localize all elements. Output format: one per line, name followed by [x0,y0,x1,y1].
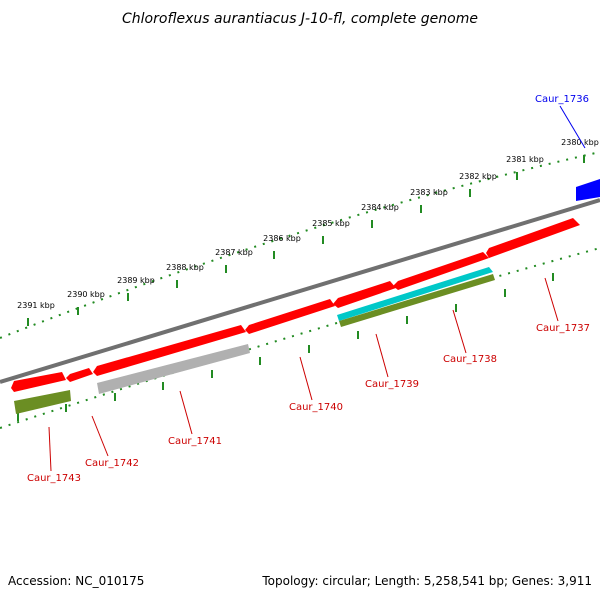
callout-line [48,426,52,472]
gene-label-caur-1741[interactable]: Caur_1741 [168,436,222,447]
gene-label-group: Caur_1736 Caur_1737 Caur_1738 Caur_1739 Caur… [27,94,590,484]
feature-olive-1743[interactable] [14,390,71,414]
tick-group: 2380 kbp 2381 kbp 2382 kbp 2383 kbp 2384 kbp… [17,138,599,421]
gene-caur-1740-feature[interactable] [245,299,335,334]
gene-label-caur-1739[interactable]: Caur_1739 [365,379,419,390]
callout-line [299,356,313,401]
callout-line [559,105,586,149]
callout-line [91,415,109,457]
tick-label: 2385 kbp [312,219,350,228]
accession-text: Accession: NC_010175 [8,574,144,588]
gene-label-caur-1736[interactable]: Caur_1736 [535,94,589,105]
map-title: Chloroflexus aurantiacus J-10-fl, comple… [122,11,478,27]
tick-label: 2382 kbp [459,172,497,181]
gene-label-caur-1743[interactable]: Caur_1743 [27,473,81,484]
callout-line [375,333,389,378]
gene-caur-1738-feature[interactable] [393,252,489,290]
topology-text: Topology: circular; Length: 5,258,541 bp… [261,574,592,588]
gene-caur-1741-feature[interactable] [93,325,246,376]
callout-line [179,390,193,435]
tick-label: 2384 kbp [361,203,399,212]
callout-group [48,105,586,472]
gene-label-caur-1738[interactable]: Caur_1738 [443,354,497,365]
tick-label: 2391 kbp [17,301,55,310]
gene-caur-1742-feature[interactable] [66,368,93,382]
callout-line [452,309,467,354]
gene-caur-1737-feature[interactable] [486,218,580,258]
gene-caur-1736-feature[interactable] [576,179,600,201]
gene-label-caur-1740[interactable]: Caur_1740 [289,402,343,413]
tick-label: 2381 kbp [506,155,544,164]
genome-backbone [0,198,600,384]
tick-label: 2383 kbp [410,188,448,197]
tick-label: 2389 kbp [117,276,155,285]
tick-label: 2390 kbp [67,290,105,299]
gene-label-caur-1737[interactable]: Caur_1737 [536,323,590,334]
inner-tick-track [0,247,600,429]
callout-line [544,277,559,322]
tick-label: 2386 kbp [263,234,301,243]
outer-tick-track [0,151,600,339]
rna-feature-cyan[interactable] [337,267,493,321]
tick-label: 2388 kbp [166,263,204,272]
gene-caur-1743-feature[interactable] [11,372,66,392]
gene-caur-1739-feature[interactable] [333,281,396,308]
gene-label-caur-1742[interactable]: Caur_1742 [85,458,139,469]
tick-label: 2387 kbp [215,248,253,257]
feature-olive-1738[interactable] [339,274,495,327]
tick-label: 2380 kbp [561,138,599,147]
feature-grey-1741[interactable] [97,344,250,394]
